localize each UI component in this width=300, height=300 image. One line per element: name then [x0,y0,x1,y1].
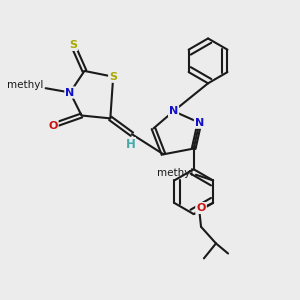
Text: N: N [65,88,75,98]
Text: S: S [69,40,77,50]
Text: methyl: methyl [7,80,43,90]
Text: S: S [69,40,77,50]
Text: O: O [196,203,206,213]
Text: O: O [196,203,206,213]
Text: S: S [109,72,117,82]
Text: N: N [169,106,178,116]
Text: H: H [125,138,135,151]
Text: N: N [195,118,204,128]
Text: O: O [48,121,58,130]
Text: N: N [65,88,75,98]
Text: S: S [109,72,117,82]
Text: N: N [195,118,204,128]
Text: O: O [48,121,58,130]
Text: N: N [169,106,178,116]
Text: methyl: methyl [157,168,194,178]
Text: H: H [125,138,135,151]
